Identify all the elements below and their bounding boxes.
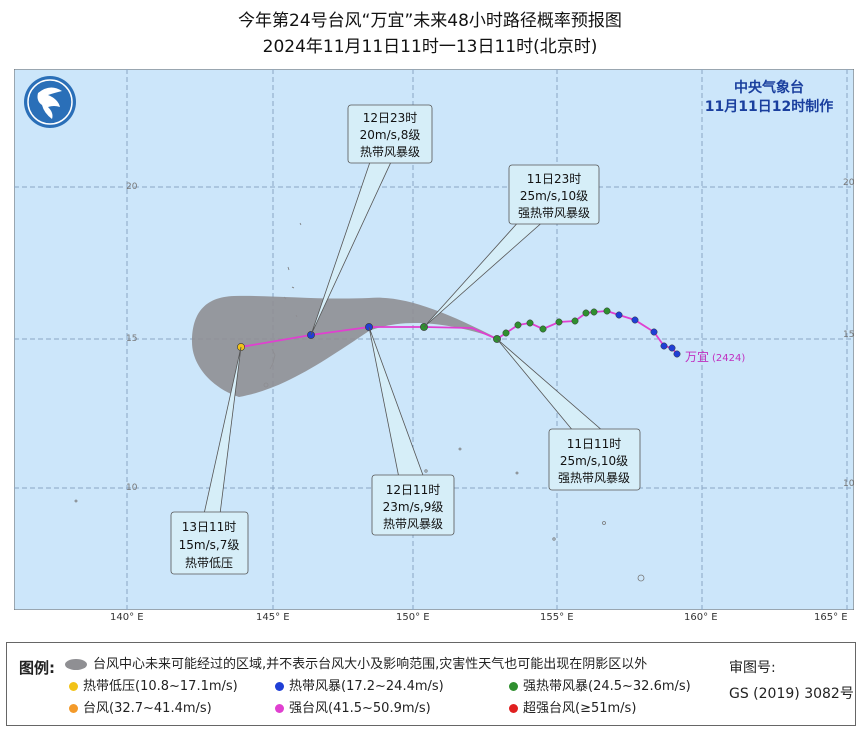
callout-4-time: 12日11时 — [386, 483, 441, 497]
ty-dot-icon — [69, 704, 78, 713]
sty-dot-icon — [275, 704, 284, 713]
callout-5-level: 热带低压 — [185, 556, 233, 570]
legend-item-label: 强台风(41.5~50.9m/s) — [289, 701, 431, 716]
superty-dot-icon — [509, 704, 518, 713]
lon-label-165: 165° E — [814, 612, 848, 623]
legend-item-sts: 强热带风暴(24.5~32.6m/s) — [509, 675, 691, 694]
callout-1-level: 热带风暴级 — [360, 145, 420, 159]
callout-2-wind: 25m/s,10级 — [520, 189, 588, 203]
callout-1-wind: 20m/s,8级 — [360, 128, 421, 142]
callout-2-level: 强热带风暴级 — [518, 206, 590, 220]
legend-item-superty: 超强台风(≥51m/s) — [509, 697, 636, 716]
approval-number: GS (2019) 3082号 — [729, 686, 854, 702]
td-dot-icon — [69, 682, 78, 691]
lat-labels: 20 15 10 20 15 10 — [126, 178, 855, 493]
approval-label: 审图号: — [729, 660, 776, 676]
callout-pointers — [203, 161, 606, 515]
legend-item-ty: 台风(32.7~41.4m/s) — [69, 697, 212, 716]
legend-item-label: 热带低压(10.8~17.1m/s) — [83, 679, 238, 694]
cone-swatch-icon — [65, 659, 87, 670]
callout-boxes — [170, 104, 641, 575]
map-panel: 20 15 10 20 15 10 140° E — [13, 68, 855, 624]
legend-item-label: 超强台风(≥51m/s) — [523, 701, 637, 716]
issuer-time: 11月11日12时制作 — [705, 98, 833, 115]
lat-label-20-right: 20 — [843, 178, 854, 188]
past-track-points — [502, 307, 681, 358]
legend-item-label: 台风(32.7~41.4m/s) — [83, 701, 212, 716]
callout-5-time: 13日11时 — [182, 520, 237, 534]
approval-block: 审图号: GS (2019) 3082号 — [729, 655, 854, 707]
lon-label-160: 160° E — [684, 612, 718, 623]
callout-3-level: 强热带风暴级 — [558, 471, 630, 485]
lon-label-155: 155° E — [540, 612, 574, 623]
past-track — [496, 310, 678, 355]
cma-logo-icon — [24, 76, 76, 128]
legend-item-ts: 热带风暴(17.2~24.4m/s) — [275, 675, 444, 694]
map-subtitle: 2024年11月11日11时一13日11时(北京时) — [262, 37, 598, 57]
lat-label-15: 15 — [126, 334, 137, 344]
callout-4-wind: 23m/s,9级 — [383, 500, 444, 514]
lon-label-140-b: 140° E — [110, 612, 144, 623]
callout-texts: 12日23时 20m/s,8级 热带风暴级 11日23时 25m/s,10级 强… — [179, 111, 630, 570]
sts-dot-icon — [509, 682, 518, 691]
lon-label-row: 140° E 145° E 150° E 155° E 160° E 165° … — [0, 612, 860, 628]
callout-2-time: 11日23时 — [527, 172, 582, 186]
legend-item-label: 强热带风暴(24.5~32.6m/s) — [523, 679, 691, 694]
legend-cone-item: 台风中心未来可能经过的区域,并不表示台风大小及影响范围,灾害性天气也可能出现在阴… — [65, 653, 647, 672]
typhoon-name-label: 万宜 (2424) — [685, 349, 745, 364]
callout-5-wind: 15m/s,7级 — [179, 538, 240, 552]
forecast-cone — [192, 295, 499, 397]
map-title: 今年第24号台风“万宜”未来48小时路径概率预报图 — [238, 11, 622, 31]
legend-item-sty: 强台风(41.5~50.9m/s) — [275, 697, 431, 716]
typhoon-map: 20 15 10 20 15 10 140° E — [13, 68, 855, 624]
forecast-track — [240, 326, 498, 348]
lat-label-15-right: 15 — [843, 330, 854, 340]
lat-label-20: 20 — [126, 182, 138, 192]
callout-3-wind: 25m/s,10级 — [560, 454, 628, 468]
legend-item-label: 热带风暴(17.2~24.4m/s) — [289, 679, 444, 694]
lon-label-150: 150° E — [396, 612, 430, 623]
legend-panel: 图例: 台风中心未来可能经过的区域,并不表示台风大小及影响范围,灾害性天气也可能… — [6, 642, 856, 726]
lat-label-10-right: 10 — [843, 479, 854, 489]
lat-label-10: 10 — [126, 483, 138, 493]
legend-title: 图例: — [19, 659, 55, 677]
legend-cone-text: 台风中心未来可能经过的区域,并不表示台风大小及影响范围,灾害性天气也可能出现在阴… — [93, 657, 648, 672]
lon-label-145: 145° E — [256, 612, 290, 623]
ts-dot-icon — [275, 682, 284, 691]
callout-4-level: 热带风暴级 — [383, 517, 443, 531]
callout-1-time: 12日23时 — [363, 111, 418, 125]
callout-3-time: 11日11时 — [567, 437, 622, 451]
issuer-name: 中央气象台 — [734, 79, 804, 96]
issuer-block: 中央气象台 11月11日12时制作 — [705, 79, 833, 115]
legend-item-td: 热带低压(10.8~17.1m/s) — [69, 675, 238, 694]
